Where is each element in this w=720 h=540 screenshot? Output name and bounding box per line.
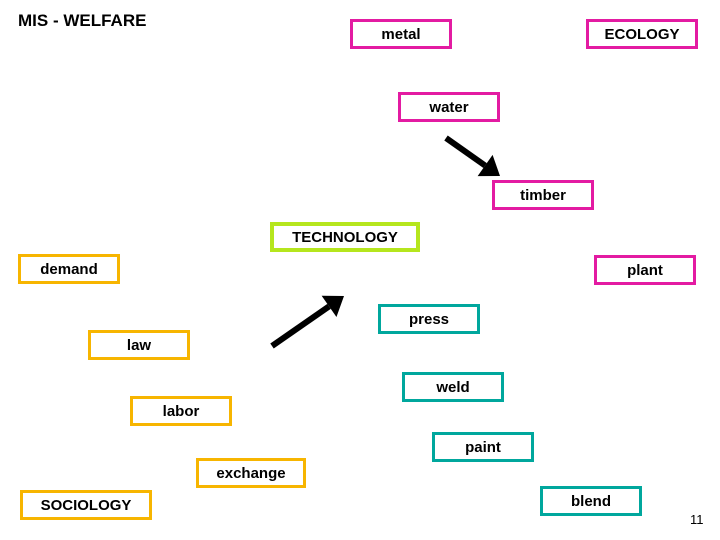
node-water: water [398, 92, 500, 122]
node-label: ECOLOGY [604, 26, 679, 43]
node-label: SOCIOLOGY [41, 497, 132, 514]
node-label: weld [436, 379, 469, 396]
title-text: MIS - WELFARE [18, 11, 146, 31]
node-weld: weld [402, 372, 504, 402]
node-label: labor [163, 403, 200, 420]
node-label: press [409, 311, 449, 328]
node-labor: labor [130, 396, 232, 426]
node-paint: paint [432, 432, 534, 462]
node-press: press [378, 304, 480, 334]
diagram-canvas: MIS - WELFARE metal ECOLOGY water timber… [0, 0, 720, 540]
node-technology: TECHNOLOGY [270, 222, 420, 252]
node-label: demand [40, 261, 98, 278]
node-blend: blend [540, 486, 642, 516]
node-demand: demand [18, 254, 120, 284]
node-label: law [127, 337, 151, 354]
node-label: paint [465, 439, 501, 456]
node-label: water [429, 99, 468, 116]
page-number: 11 [690, 512, 704, 527]
node-label: plant [627, 262, 663, 279]
node-label: timber [520, 187, 566, 204]
node-label: exchange [216, 465, 285, 482]
node-sociology: SOCIOLOGY [20, 490, 152, 520]
node-label: metal [381, 26, 420, 43]
node-label: TECHNOLOGY [292, 229, 398, 246]
node-label: blend [571, 493, 611, 510]
node-exchange: exchange [196, 458, 306, 488]
node-timber: timber [492, 180, 594, 210]
node-ecology: ECOLOGY [586, 19, 698, 49]
node-plant: plant [594, 255, 696, 285]
node-law: law [88, 330, 190, 360]
node-metal: metal [350, 19, 452, 49]
